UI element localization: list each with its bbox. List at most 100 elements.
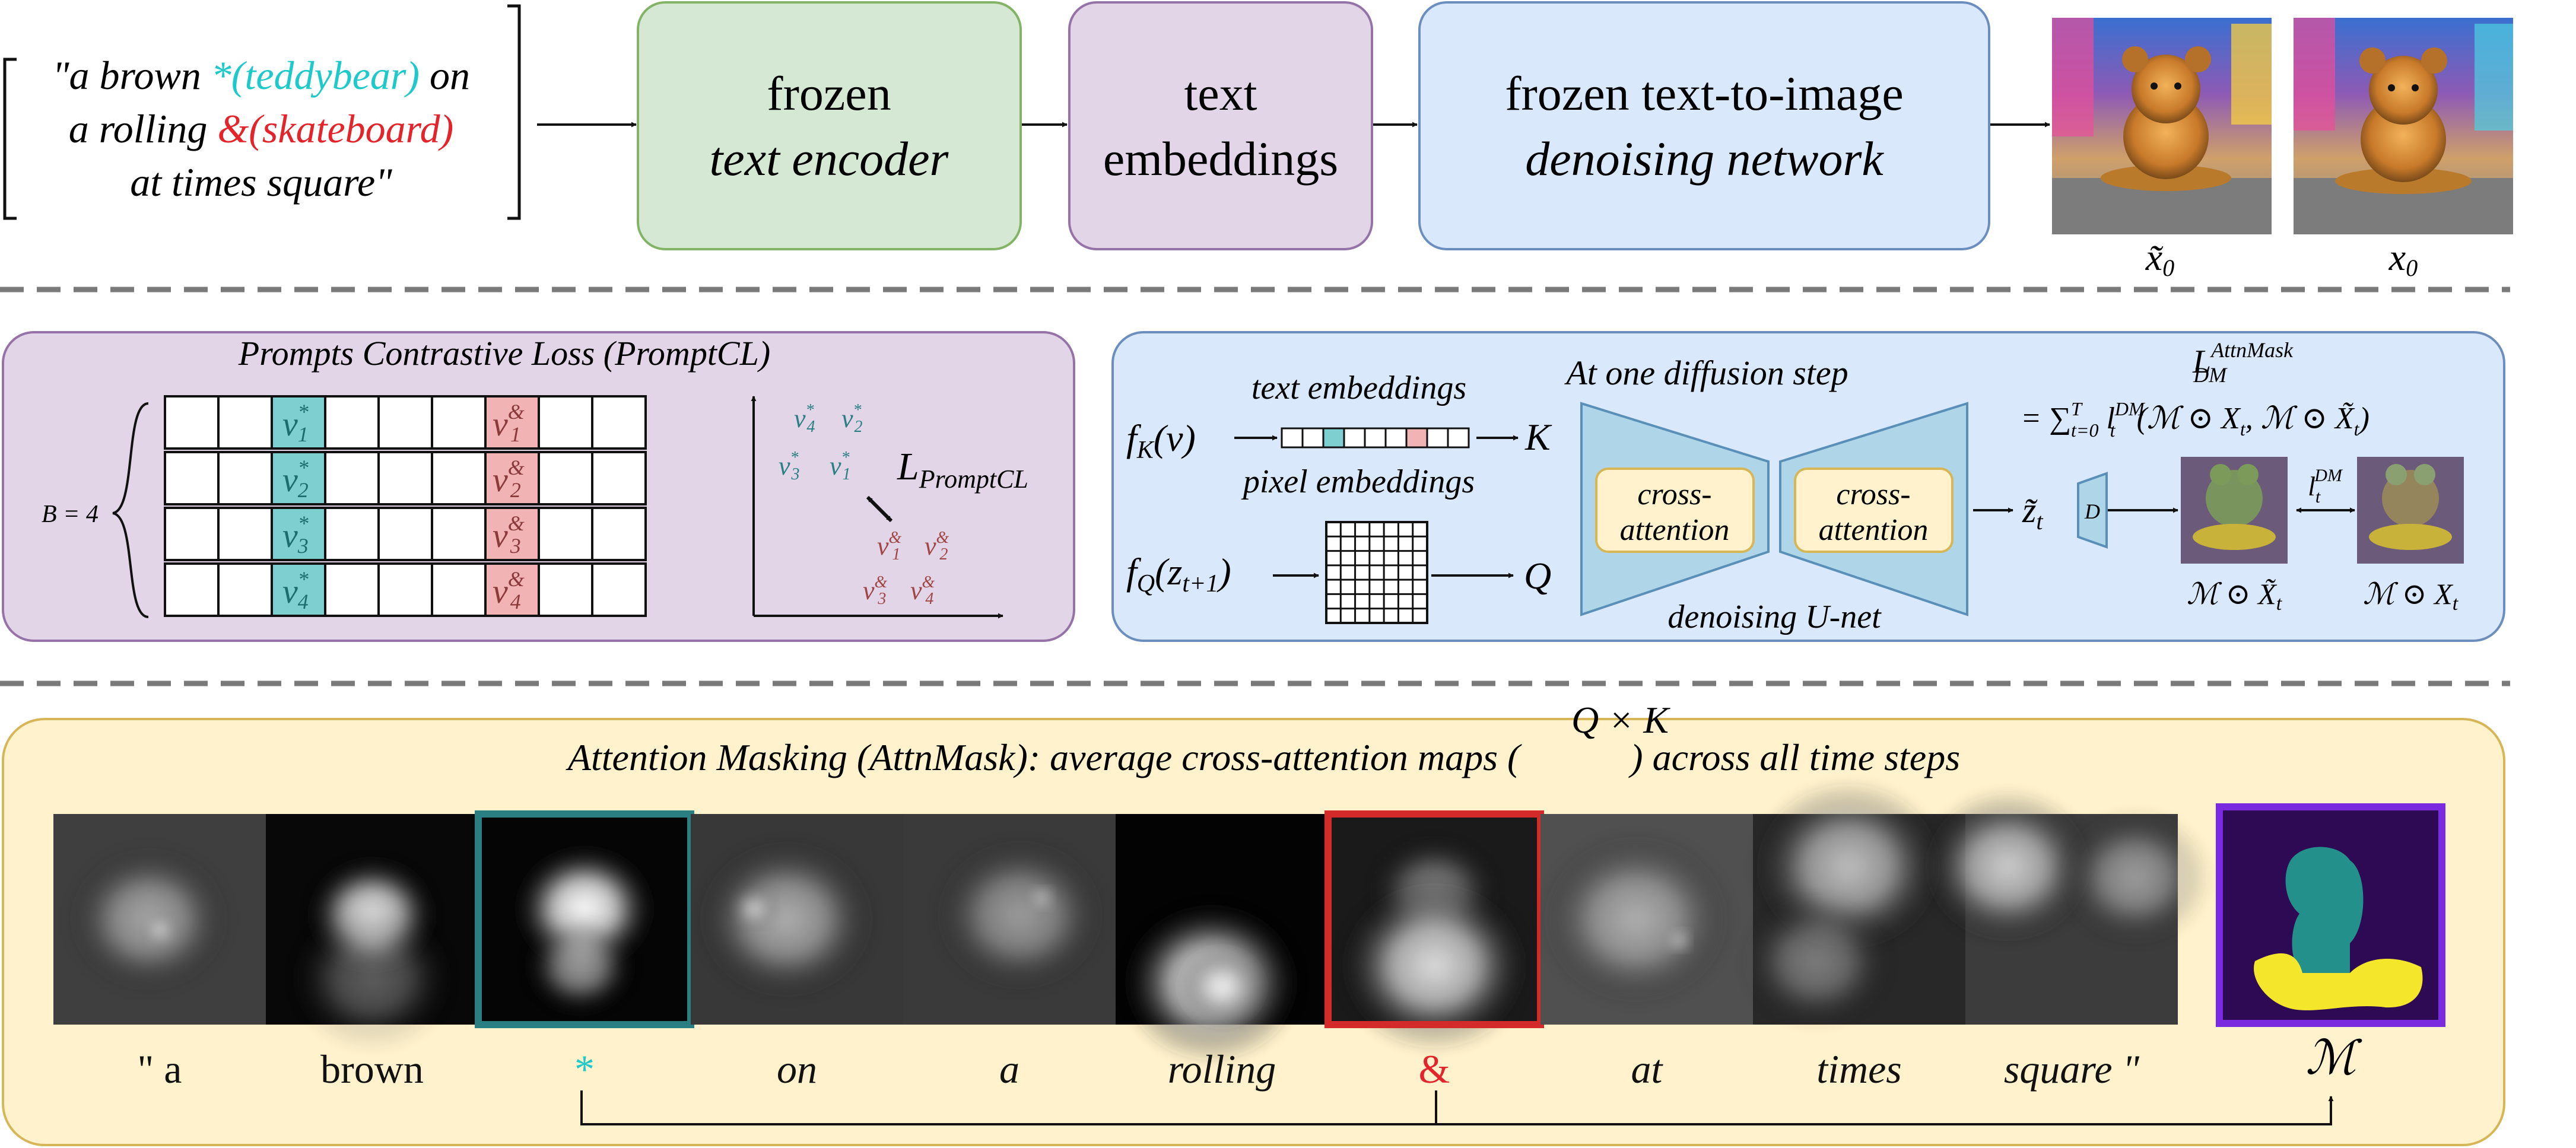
attention-map <box>53 814 266 1025</box>
embedding-cell <box>217 451 273 505</box>
attention-map <box>1116 814 1328 1063</box>
v-amp-label: v& 1 <box>493 400 525 446</box>
masked-x-label: ℳ ⊙ Xt <box>2363 577 2459 615</box>
text-embeddings-caption: text embeddings <box>1252 370 1466 406</box>
attention-maps <box>53 781 2210 1063</box>
promptcl-panel: Prompts Contrastive Loss (PromptCL) B = … <box>2 331 1075 642</box>
text-encoder-box: frozen text encoder <box>637 1 1022 250</box>
scatter-point: v& 1 <box>877 529 902 564</box>
v-star-label: v* 2 <box>282 456 309 502</box>
embedding-cell <box>484 507 540 561</box>
qk-label: Q × K <box>1571 699 1670 741</box>
scatter-point: v& 3 <box>863 573 888 608</box>
mask-symbol: ℳ <box>2305 1032 2362 1085</box>
lt-dm-label: ltDM <box>2308 466 2343 507</box>
prompt-line-3: at times square" <box>130 160 392 205</box>
embedding-cell <box>217 562 273 617</box>
attention-map <box>691 814 903 1025</box>
attention-map <box>903 814 1116 1025</box>
embedding-cell <box>164 395 220 450</box>
masked-image-x-tilde <box>2181 457 2288 564</box>
token-label: a <box>999 1047 1019 1092</box>
k-label: K <box>1524 416 1552 458</box>
masked-x-tilde-label: ℳ ⊙ X̃t <box>2187 577 2283 615</box>
embedding-cell <box>324 395 380 450</box>
scatter-point: v* 3 <box>779 449 800 484</box>
embedding-cell <box>538 507 593 561</box>
q-label: Q <box>1524 555 1551 597</box>
embedding-row: v* 3 v& 3 <box>164 507 647 561</box>
attnmask-panel: Attention Masking (AttnMask): average cr… <box>2 699 2505 1146</box>
z-tilde-label: z̃t <box>2022 491 2043 535</box>
attnmask-title: Attention Masking (AttnMask): average cr… <box>566 736 1960 778</box>
embedding-strip-cell <box>1281 427 1304 449</box>
diffusion-step-panel: fK(v) text embeddings K pixel embeddings… <box>1111 331 2505 642</box>
batch-brace <box>112 402 149 618</box>
scatter-point: v* 2 <box>841 401 863 436</box>
denoiser-label-1: frozen text-to-image <box>1505 66 1904 120</box>
fk-label: fK(v) <box>1126 417 1196 464</box>
encoder-label-1: frozen <box>767 66 891 120</box>
embedding-cell <box>538 395 593 450</box>
text-embeddings-box: text embeddings <box>1068 1 1373 250</box>
embedding-cell <box>484 562 540 617</box>
embedding-strip-cell <box>1426 427 1449 449</box>
embedding-cell <box>324 451 380 505</box>
embedding-cell <box>217 507 273 561</box>
v-star-label: v* 1 <box>282 400 309 446</box>
generated-image-x: x0 <box>2294 18 2513 281</box>
final-mask <box>2216 803 2445 1027</box>
embedding-row: v* 4 v& 4 <box>164 562 647 617</box>
cross-attention-1-l1: cross- <box>1637 478 1711 511</box>
embedding-cell <box>591 562 647 617</box>
embedding-strip-cell <box>1301 427 1324 449</box>
contrast-arrow <box>866 495 893 523</box>
embedding-strip-cell <box>1343 427 1366 449</box>
embedding-strip-cell <box>1384 427 1408 449</box>
embedding-cell <box>377 562 433 617</box>
diffusion-step-title: At one diffusion step <box>1564 354 1848 392</box>
embedding-cell <box>538 562 593 617</box>
token-label: * <box>574 1047 595 1092</box>
embedding-cell <box>164 507 220 561</box>
embedding-cell <box>538 451 593 505</box>
embedding-cell <box>324 562 380 617</box>
embedding-cell <box>164 562 220 617</box>
batch-size-label: B = 4 <box>42 501 99 528</box>
embedding-cell <box>271 562 326 617</box>
cross-attention-2-l1: cross- <box>1836 478 1910 511</box>
token-label: times <box>1816 1047 1902 1092</box>
v-star-label: v* 4 <box>282 567 309 613</box>
prompt-line-2: a rolling &(skateboard) <box>69 106 453 151</box>
scatter-point: v& 2 <box>925 529 949 564</box>
cross-attention-block-2: cross- attention <box>1794 468 1954 553</box>
embedding-row: v* 2 v& 2 <box>164 451 647 505</box>
masked-image-x <box>2357 457 2464 564</box>
cross-attention-1-l2: attention <box>1620 513 1730 547</box>
embedding-cell <box>271 451 326 505</box>
prompt-block: "a brown *(teddybear) on a rolling &(ska… <box>3 4 521 220</box>
embedding-cell <box>591 507 647 561</box>
token-label: " a <box>138 1047 182 1092</box>
embedding-cell <box>164 451 220 505</box>
v-amp-label: v& 3 <box>493 511 525 558</box>
token-label: rolling <box>1168 1047 1276 1092</box>
embedding-row: v* 1 v& 1 <box>164 395 647 450</box>
denoiser-label-2: denoising network <box>1525 132 1884 186</box>
promptcl-loss-label: LPromptCL <box>897 445 1028 494</box>
token-label: brown <box>320 1047 424 1092</box>
embedding-cell <box>484 451 540 505</box>
embedding-grid: v* 1 v& 1 v* 2 v& 2 v* 3 v& 3 v* 4 v& 4 <box>164 395 647 617</box>
attention-map <box>1923 790 2210 1025</box>
embedding-strip-cell <box>1364 427 1387 449</box>
promptcl-title: Prompts Contrastive Loss (PromptCL) <box>238 334 770 373</box>
scatter-points: v* 4 v* 2 v* 3 v* 1 v& 1 v& 2 v& 3 v& 4 <box>779 401 949 608</box>
embedding-cell <box>431 451 487 505</box>
right-bracket <box>507 4 521 220</box>
attention-map <box>1324 810 1544 1051</box>
fq-label: fQ(zt+1) <box>1126 551 1231 597</box>
attention-map <box>1540 814 1753 1025</box>
embedding-strip-cell <box>1322 427 1345 449</box>
attention-map <box>1742 781 1965 1028</box>
token-label: & <box>1419 1047 1450 1092</box>
